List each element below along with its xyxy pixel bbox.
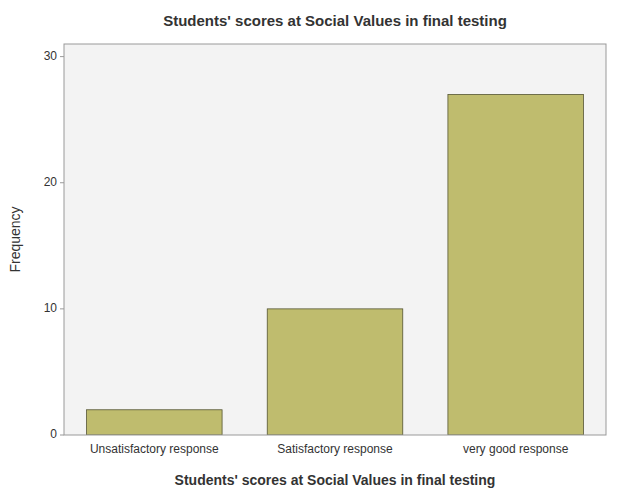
y-axis-label: Frequency xyxy=(7,206,23,272)
bar xyxy=(87,410,223,435)
bar xyxy=(448,94,583,435)
x-tick-label: Unsatisfactory response xyxy=(90,442,219,456)
bar xyxy=(267,309,403,435)
y-tick-label: 20 xyxy=(44,175,58,189)
chart-container: 0 10 20 30 Unsatisfactory response Satisfacto… xyxy=(0,0,626,501)
bars xyxy=(87,94,584,435)
y-tick-label: 10 xyxy=(44,301,58,315)
y-tick xyxy=(60,435,64,436)
x-tick-label: Satisfactory response xyxy=(277,442,393,456)
y-tick xyxy=(60,182,64,183)
chart-svg: 0 10 20 30 Unsatisfactory response Satisfacto… xyxy=(0,0,626,501)
plot-frame xyxy=(64,44,606,435)
plot-background xyxy=(64,44,606,435)
x-axis-label: Students' scores at Social Values in fin… xyxy=(175,472,496,488)
chart-title: Students' scores at Social Values in fin… xyxy=(163,12,507,29)
y-tick-label: 30 xyxy=(44,49,58,63)
y-tick xyxy=(60,56,64,57)
y-tick xyxy=(60,308,64,309)
x-tick-label: very good response xyxy=(463,442,569,456)
y-tick-label: 0 xyxy=(50,427,57,441)
